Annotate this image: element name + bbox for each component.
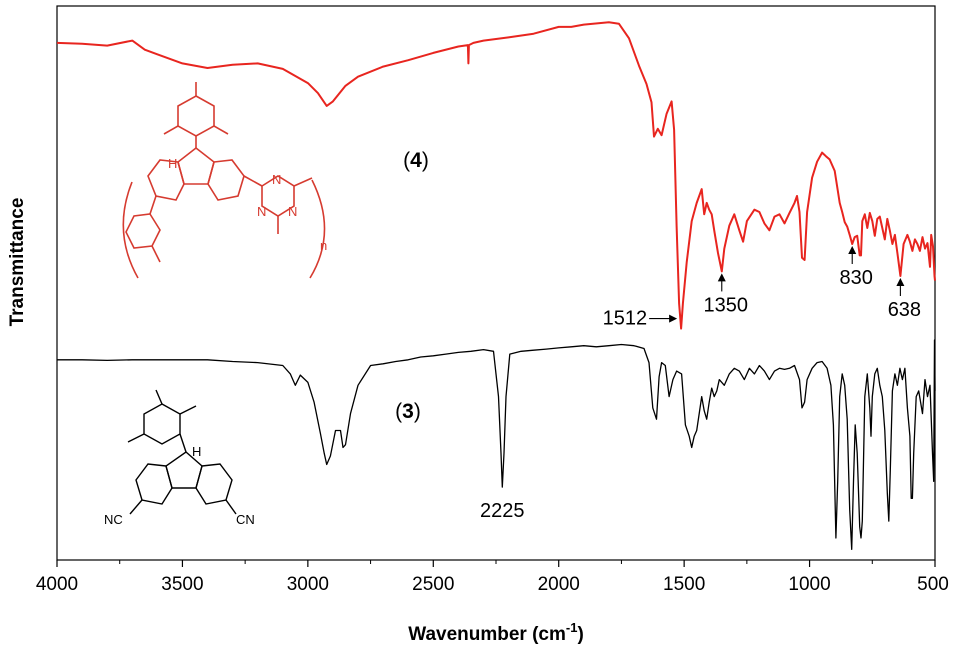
x-tick-label: 4000	[36, 574, 78, 595]
x-tick-label: 1000	[788, 574, 830, 595]
x-axis-ticks: 4000 3500 3000 2500 2000 1500 1000 500	[36, 560, 949, 595]
x-tick-label: 3000	[287, 574, 329, 595]
atom-h-4: H	[168, 156, 177, 171]
x-tick-label: 2500	[412, 574, 454, 595]
series-layer	[56, 21, 936, 550]
x-axis-title: Wavenumber (cm-1)	[408, 620, 584, 645]
annotation-label: 1350	[704, 294, 749, 316]
cyano-left: NC	[104, 512, 123, 527]
y-axis-title: Transmittance	[7, 198, 28, 327]
annotation-label: 638	[888, 299, 921, 321]
arrow-head	[848, 246, 857, 254]
annotation-830: 830	[840, 246, 873, 289]
arrow-head	[717, 273, 726, 282]
annotation-label: 1512	[603, 308, 648, 330]
annotation-label: 830	[840, 267, 873, 289]
atom-n-2: N	[257, 204, 266, 219]
series-line-4	[56, 21, 936, 330]
x-tick-label: 500	[917, 574, 949, 595]
series-line-3	[57, 339, 936, 550]
structure-compound-3: H NC CN	[104, 389, 255, 527]
annotation-label: 2225	[480, 500, 525, 522]
x-tick-label: 1500	[663, 574, 705, 595]
repeat-n-4: n	[320, 238, 327, 253]
series-label-3: (3)	[395, 400, 421, 423]
structure-polymer-4: H n N N N	[122, 82, 327, 279]
arrow-head	[896, 278, 905, 286]
annotation-638: 638	[888, 278, 921, 321]
x-tick-label: 2000	[538, 574, 580, 595]
series-label-4: (4)	[403, 149, 429, 172]
plot-frame	[56, 5, 936, 561]
x-tick-label: 3500	[161, 574, 203, 595]
annotation-2225: 2225	[480, 500, 525, 522]
arrow-head	[669, 314, 678, 323]
atom-h-3: H	[192, 444, 201, 459]
annotation-1350: 1350	[704, 273, 749, 316]
peak-annotations: 1512 1350 830 638 2225	[480, 246, 921, 522]
atom-n-1: N	[272, 172, 281, 187]
cyano-right: CN	[236, 512, 255, 527]
atom-n-3: N	[288, 204, 297, 219]
annotation-1512: 1512	[603, 308, 678, 330]
